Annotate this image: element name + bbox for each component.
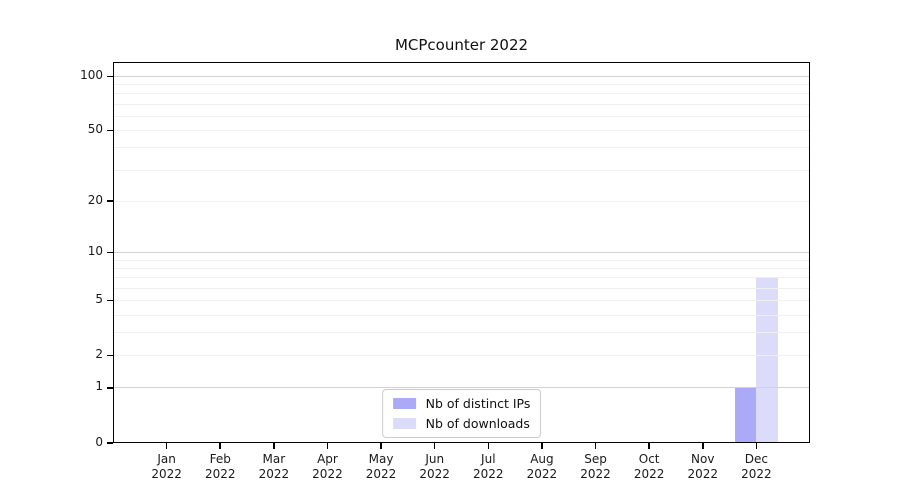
x-tick bbox=[165, 443, 168, 449]
legend: Nb of distinct IPs Nb of downloads bbox=[381, 389, 542, 438]
bar-nb-of-distinct-ips bbox=[734, 387, 757, 443]
x-tick-label: Jul 2022 bbox=[473, 452, 504, 481]
x-tick bbox=[273, 443, 275, 449]
x-tick bbox=[380, 443, 382, 449]
x-tick-label: Dec 2022 bbox=[741, 452, 772, 481]
x-tick-label: Aug 2022 bbox=[526, 452, 558, 481]
y-tick bbox=[107, 387, 113, 389]
gridline-minor bbox=[113, 84, 810, 86]
gridline-minor bbox=[113, 93, 810, 95]
legend-item-distinct-ips: Nb of distinct IPs bbox=[392, 396, 531, 411]
gridline-minor bbox=[113, 200, 810, 202]
plot-area: Nb of distinct IPs Nb of downloads 0 1 2 5 1… bbox=[80, 62, 810, 481]
x-tick-label: Apr 2022 bbox=[312, 452, 343, 481]
x-tick bbox=[541, 443, 543, 449]
gridline-minor bbox=[113, 259, 810, 261]
gridline-minor bbox=[113, 355, 810, 357]
y-tick-label: 0 bbox=[95, 434, 103, 449]
gridline-major bbox=[113, 252, 810, 253]
x-tick bbox=[487, 443, 490, 449]
x-tick bbox=[755, 443, 758, 449]
legend-label-distinct-ips: Nb of distinct IPs bbox=[425, 396, 531, 411]
x-tick-label: May 2022 bbox=[365, 452, 397, 481]
gridline-minor bbox=[113, 115, 810, 117]
gridline-minor bbox=[113, 300, 810, 302]
gridline-minor bbox=[113, 277, 810, 279]
y-tick-label: 50 bbox=[87, 122, 103, 137]
y-tick-label: 2 bbox=[95, 347, 103, 362]
legend-swatch-downloads bbox=[392, 418, 416, 429]
x-tick-label: Jan 2022 bbox=[151, 452, 182, 481]
bar-nb-of-downloads bbox=[756, 277, 778, 443]
y-tick bbox=[107, 354, 113, 357]
y-tick bbox=[107, 200, 113, 202]
gridline-minor bbox=[113, 332, 810, 334]
y-tick-label: 10 bbox=[87, 244, 103, 258]
y-tick-label: 5 bbox=[95, 292, 103, 307]
x-tick-label: Sep 2022 bbox=[580, 452, 611, 481]
y-tick bbox=[107, 75, 113, 78]
legend-item-downloads: Nb of downloads bbox=[392, 416, 531, 431]
x-tick-label: Oct 2022 bbox=[633, 452, 665, 481]
gridline-major bbox=[113, 75, 810, 77]
x-tick bbox=[433, 443, 436, 449]
y-tick bbox=[107, 442, 113, 444]
y-tick-label: 20 bbox=[87, 192, 103, 207]
x-tick-label: Nov 2022 bbox=[687, 452, 719, 481]
gridline-minor bbox=[113, 267, 810, 269]
x-tick-label: Jun 2022 bbox=[419, 452, 450, 481]
gridline-minor bbox=[113, 287, 810, 289]
x-tick bbox=[594, 443, 597, 449]
x-tick bbox=[219, 443, 221, 449]
legend-label-downloads: Nb of downloads bbox=[425, 416, 530, 431]
y-tick-label: 1 bbox=[95, 379, 103, 394]
x-tick bbox=[648, 443, 650, 449]
gridline-minor bbox=[113, 130, 810, 132]
chart-title: MCPcounter 2022 bbox=[394, 36, 529, 54]
x-tick-label: Feb 2022 bbox=[204, 452, 236, 481]
y-tick bbox=[107, 251, 113, 254]
gridline-minor bbox=[113, 314, 810, 316]
y-tick-label: 100 bbox=[80, 67, 103, 82]
x-tick bbox=[702, 443, 704, 449]
x-tick bbox=[326, 443, 329, 449]
y-tick bbox=[107, 129, 113, 132]
x-tick-label: Mar 2022 bbox=[258, 452, 290, 481]
gridline-major bbox=[113, 387, 810, 389]
y-tick bbox=[107, 299, 113, 302]
gridline-minor bbox=[113, 147, 810, 149]
gridline-minor bbox=[113, 169, 810, 171]
legend-swatch-distinct-ips bbox=[392, 398, 416, 409]
gridline-minor bbox=[113, 103, 810, 105]
